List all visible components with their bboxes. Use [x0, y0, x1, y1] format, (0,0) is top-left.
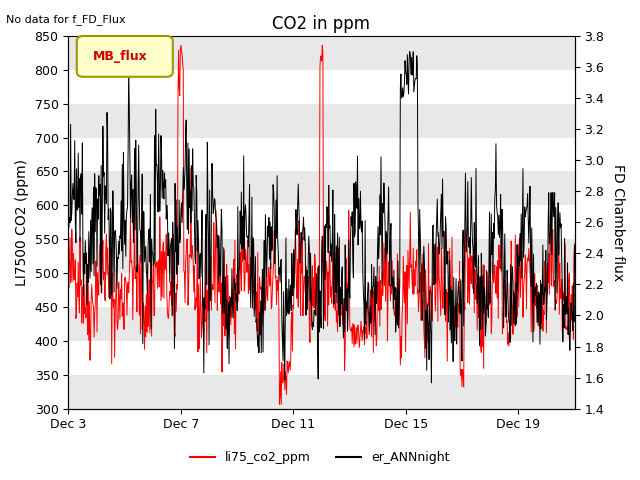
Text: No data for f_FD_Flux: No data for f_FD_Flux [6, 14, 126, 25]
Y-axis label: LI7500 CO2 (ppm): LI7500 CO2 (ppm) [15, 159, 29, 286]
Legend: li75_co2_ppm, er_ANNnight: li75_co2_ppm, er_ANNnight [186, 446, 454, 469]
Y-axis label: FD Chamber flux: FD Chamber flux [611, 164, 625, 281]
Title: CO2 in ppm: CO2 in ppm [273, 15, 371, 33]
Bar [68, 36, 575, 70]
Bar [68, 171, 575, 205]
Bar [68, 375, 575, 408]
Text: MB_flux: MB_flux [93, 49, 148, 63]
Bar [68, 239, 575, 273]
Bar [68, 307, 575, 341]
Bar [68, 104, 575, 138]
